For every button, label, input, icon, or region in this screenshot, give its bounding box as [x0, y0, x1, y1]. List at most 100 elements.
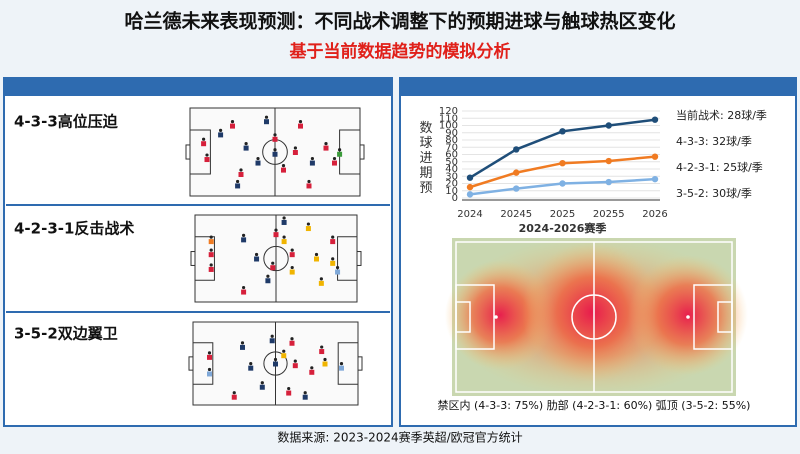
- player: [238, 168, 244, 177]
- player-head: [219, 128, 223, 132]
- player-head: [303, 391, 307, 395]
- player: [235, 179, 241, 189]
- series-point: [559, 128, 566, 135]
- player: [269, 334, 275, 344]
- player-body: [204, 157, 210, 163]
- player: [337, 148, 343, 157]
- player: [330, 235, 336, 245]
- y-tick-label: 120: [439, 106, 458, 117]
- player-head: [310, 366, 314, 370]
- player: [207, 367, 212, 377]
- title: 哈兰德未来表现预测：不同战术调整下的预期进球与触球热区变化: [124, 10, 675, 33]
- player-body: [218, 132, 224, 138]
- player: [264, 115, 269, 125]
- player-body: [201, 141, 207, 147]
- y-tick-label: 80: [445, 135, 458, 146]
- player-head: [293, 146, 297, 150]
- player: [305, 222, 311, 232]
- y-tick-label: 50: [445, 157, 458, 168]
- player-head: [290, 265, 294, 270]
- x-tick-label: 2025: [550, 209, 575, 220]
- player: [306, 179, 312, 189]
- y-tick-label: 90: [445, 128, 458, 139]
- player-body: [272, 136, 278, 142]
- player-body: [269, 338, 275, 344]
- player-body: [272, 151, 278, 157]
- player-head: [271, 261, 275, 265]
- player-head: [205, 153, 209, 157]
- player: [272, 148, 278, 157]
- player-body: [319, 349, 325, 355]
- player: [207, 351, 212, 360]
- heatmap: [444, 237, 748, 397]
- spot: [686, 315, 690, 319]
- player-body: [298, 123, 303, 129]
- player: [273, 228, 279, 238]
- player: [208, 248, 214, 258]
- player-body: [238, 172, 244, 177]
- player-body: [235, 183, 241, 189]
- player-body: [208, 252, 214, 258]
- player: [265, 274, 271, 284]
- player-head: [239, 168, 243, 172]
- player-body: [254, 256, 260, 262]
- player-head: [266, 274, 270, 278]
- player: [272, 133, 278, 142]
- y-tick-label: 100: [439, 121, 458, 132]
- y-tick-label: 40: [445, 164, 458, 175]
- player-body: [265, 278, 271, 284]
- player: [273, 357, 278, 367]
- player-head: [314, 252, 319, 257]
- player-head: [273, 148, 277, 152]
- player-head: [270, 334, 274, 338]
- player-body: [264, 119, 269, 125]
- player: [309, 366, 315, 375]
- player: [259, 381, 265, 390]
- y-tick-label: 110: [439, 113, 458, 124]
- player-body: [273, 232, 279, 238]
- pitch: [190, 214, 362, 303]
- player-body: [281, 219, 287, 225]
- series-point: [559, 180, 566, 187]
- footer: 数据来源: 2023-2024赛季英超/欧冠官方统计: [277, 430, 522, 445]
- goal-box: [357, 356, 363, 371]
- player: [255, 156, 261, 166]
- player-head: [331, 235, 335, 239]
- player-head: [244, 142, 248, 146]
- player-head: [273, 357, 278, 362]
- player-body: [322, 361, 328, 367]
- player-body: [241, 289, 247, 295]
- player-body: [273, 361, 278, 367]
- player: [281, 235, 287, 245]
- player-body: [255, 160, 261, 166]
- player-body: [208, 239, 214, 245]
- player-body: [231, 394, 237, 400]
- heat-zone: [522, 242, 662, 382]
- player-head: [287, 386, 291, 391]
- player-body: [243, 145, 249, 151]
- annotation: 4-3-3: 32球/季: [676, 134, 752, 148]
- player: [289, 248, 295, 258]
- player: [230, 120, 235, 129]
- player: [281, 349, 287, 359]
- series-point: [605, 178, 612, 186]
- player: [292, 146, 298, 155]
- player-body: [306, 183, 312, 189]
- player: [270, 261, 276, 271]
- player-head: [202, 137, 206, 141]
- player: [318, 277, 324, 286]
- player: [281, 164, 286, 173]
- y-tick-label: 70: [445, 142, 458, 153]
- player-head: [338, 148, 342, 152]
- heatmap-caption: 禁区内 (4-3-3: 75%) 肋部 (4-2-3-1: 60%) 弧顶 (3…: [438, 398, 751, 412]
- player-body: [207, 371, 212, 377]
- y-tick-label: 10: [445, 186, 458, 197]
- player-body: [286, 390, 292, 396]
- player-head: [240, 341, 245, 345]
- player-body: [309, 160, 315, 166]
- left-panel-header: [4, 78, 392, 96]
- player-body: [270, 265, 276, 271]
- player: [309, 156, 315, 166]
- series-point: [605, 122, 612, 129]
